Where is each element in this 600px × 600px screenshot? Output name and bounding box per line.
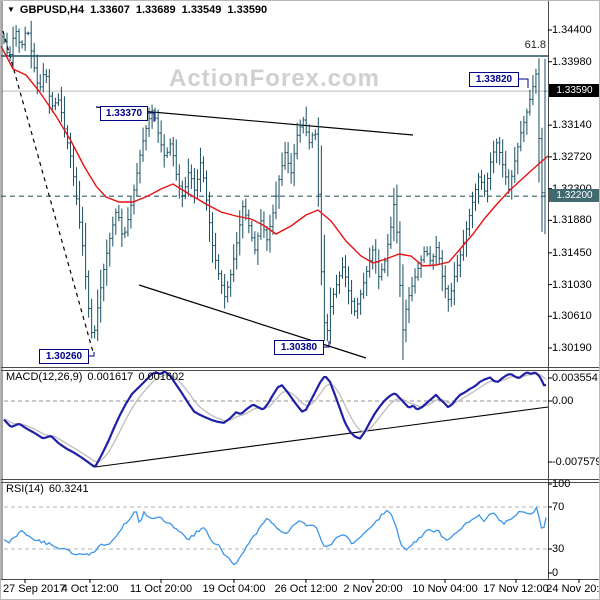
macd-value-signal: 0.001602	[138, 371, 185, 383]
rsi-axis-label-100: 100	[552, 478, 571, 490]
rsi-indicator-label-row: RSI(14) 60.3241	[6, 483, 94, 495]
ohlc-high: 1.33689	[135, 4, 176, 16]
rsi-axis-label-30: 30	[552, 543, 565, 555]
watermark: ActionForex.com	[168, 65, 381, 92]
annotation-leader-2	[89, 352, 95, 357]
rsi-value: 60.3241	[48, 483, 89, 495]
price-axis-label-5: 1.31880	[552, 214, 592, 226]
time-axis-label-7: 17 Nov 12:00	[483, 583, 549, 595]
fib-618-label[interactable]: 61.8	[524, 39, 546, 51]
macd-axis-zero[interactable]: 0.00	[552, 395, 574, 407]
price-axis-label-7: 1.31030	[552, 279, 592, 291]
rsi-line[interactable]	[3, 505, 547, 566]
price-axis-label-6: 1.31450	[552, 247, 592, 259]
moving-average-line[interactable]	[1, 45, 549, 267]
price-axis-label-8: 1.30610	[552, 310, 592, 322]
price-axis-label-3: 1.32720	[552, 151, 592, 163]
price-axis-label-2: 1.33140	[552, 119, 592, 131]
ohlc-open: 1.33607	[90, 4, 130, 16]
price-axis-label-9: 1.30190	[552, 342, 592, 354]
price-annotation-13382[interactable]: 1.33820	[469, 72, 519, 87]
macd-signal-line[interactable]	[3, 373, 547, 463]
ohlc-close: 1.33590	[227, 4, 268, 16]
macd-main-line[interactable]	[3, 370, 547, 468]
support-level-label: 1.32200	[549, 189, 599, 202]
time-axis-label-3: 19 Oct 04:00	[202, 583, 266, 595]
macd-label: MACD(12,26,9)	[6, 371, 83, 383]
price-axis-label-0: 1.34400	[552, 24, 592, 36]
chart-title-bar: ▼ GBPUSD,H4 1.33607 1.33689 1.33549 1.33590	[7, 4, 273, 16]
price-annotation-13026[interactable]: 1.30260	[39, 349, 89, 364]
time-axis-label-4: 26 Oct 12:00	[274, 583, 338, 595]
time-axis-label-6: 10 Nov 04:00	[412, 583, 478, 595]
time-axis-label-1: 4 Oct 12:00	[61, 583, 119, 595]
annotation-leader-0	[148, 112, 155, 122]
macd-trendline[interactable]	[94, 406, 549, 468]
price-annotation-13337[interactable]: 1.33370	[100, 106, 148, 121]
macd-value-main: 0.001617	[87, 371, 134, 383]
time-axis-label-5: 2 Nov 20:00	[343, 583, 403, 595]
rsi-axis-label-70: 70	[552, 501, 565, 513]
wedge-lower-trendline[interactable]	[138, 284, 367, 359]
macd-axis-min[interactable]: -0.007579	[552, 456, 600, 468]
symbol-period-label: GBPUSD,H4	[19, 4, 85, 16]
rsi-axis-label-0: 0	[552, 567, 559, 579]
macd-axis-max[interactable]: 0.003554	[552, 372, 598, 384]
price-axis-label-1: 1.33980	[552, 56, 592, 68]
rsi-label: RSI(14)	[6, 483, 44, 495]
ohlc-low: 1.33549	[181, 4, 222, 16]
price-annotation-13038[interactable]: 1.30380	[274, 340, 324, 355]
symbol-dropdown-icon[interactable]: ▼	[7, 5, 15, 14]
time-axis-label-0: 27 Sep 2017	[3, 583, 66, 595]
price-bars[interactable]	[2, 20, 547, 361]
annotation-leader-3	[324, 341, 330, 348]
current-price-label: 1.33590	[549, 84, 599, 97]
macd-indicator-label-row: MACD(12,26,9) 0.001617 0.001602	[6, 371, 189, 383]
time-axis-label-8: 24 Nov 20:00	[546, 583, 600, 595]
annotation-leader-1	[519, 78, 529, 88]
time-axis-label-2: 11 Oct 20:00	[129, 583, 193, 595]
